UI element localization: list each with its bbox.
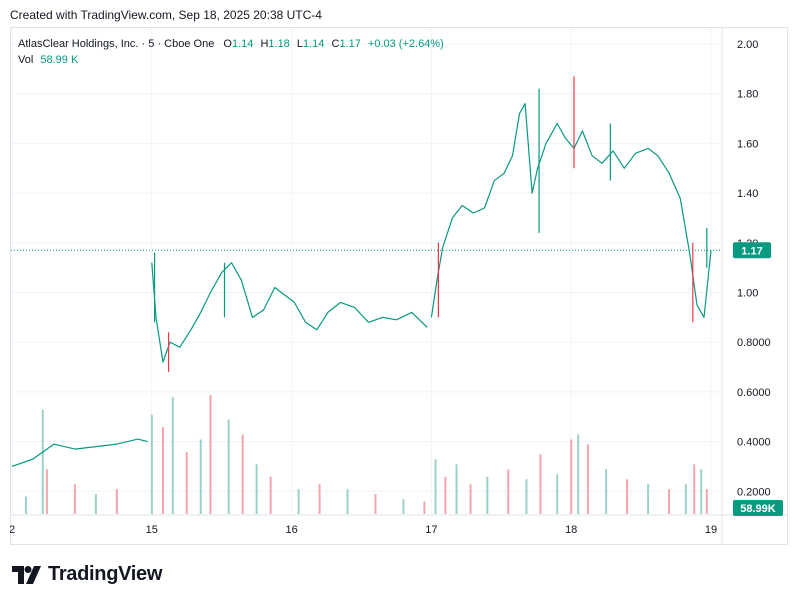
volume-bar bbox=[684, 484, 687, 514]
legend-price-row: AtlasClear Holdings, Inc. · 5 · Cboe One… bbox=[18, 36, 444, 52]
price-series-line bbox=[430, 103, 712, 318]
volume-bar bbox=[374, 494, 377, 514]
volume-bar bbox=[570, 439, 573, 514]
legend-separator: · bbox=[141, 38, 149, 50]
volume-bar bbox=[539, 454, 542, 514]
y-axis-tick-label: 2.00 bbox=[737, 39, 758, 51]
volume-badge bbox=[733, 500, 783, 516]
volume-bar bbox=[605, 469, 608, 514]
x-axis-tick-label: 17 bbox=[425, 524, 437, 536]
high-label: H bbox=[260, 38, 269, 50]
volume-bar bbox=[586, 444, 589, 514]
chart-legend: AtlasClear Holdings, Inc. · 5 · Cboe One… bbox=[18, 36, 444, 68]
volume-bar bbox=[185, 451, 188, 514]
volume-bar bbox=[577, 434, 580, 514]
y-axis-tick-label: 0.8000 bbox=[737, 337, 771, 349]
volume-bar bbox=[161, 427, 164, 514]
volume-label: Vol bbox=[18, 54, 34, 66]
volume-bar bbox=[73, 484, 76, 514]
volume-bar bbox=[241, 434, 244, 514]
legend-volume-row: Vol 58.99 K bbox=[18, 52, 444, 68]
high-value: 1.18 bbox=[268, 38, 290, 50]
volume-bar bbox=[705, 489, 708, 514]
interval[interactable]: 5 bbox=[148, 38, 155, 50]
y-axis-tick-label: 1.80 bbox=[737, 89, 758, 101]
volume-bar bbox=[525, 479, 528, 514]
volume-bar bbox=[469, 484, 472, 514]
open-value: 1.14 bbox=[231, 38, 254, 50]
low-value: 1.14 bbox=[303, 38, 325, 50]
close-label: C bbox=[331, 38, 340, 50]
volume-bar bbox=[297, 489, 300, 514]
volume-bar bbox=[171, 397, 174, 514]
last-price-label: 1.17 bbox=[741, 245, 762, 257]
exchange: Cboe One bbox=[164, 38, 215, 50]
y-axis-tick-label: 1.00 bbox=[737, 288, 758, 300]
volume-bar bbox=[199, 439, 202, 514]
volume-bar bbox=[209, 394, 212, 514]
symbol-name[interactable]: AtlasClear Holdings, Inc. bbox=[18, 38, 139, 50]
volume-badge-label: 58.99K bbox=[740, 503, 776, 515]
volume-bar bbox=[626, 479, 629, 514]
price-series-line bbox=[11, 438, 148, 467]
open-label: O bbox=[223, 38, 232, 50]
last-price-badge bbox=[733, 242, 771, 259]
legend-separator: · bbox=[157, 38, 165, 50]
y-axis-tick-label: 0.6000 bbox=[737, 387, 771, 399]
volume-bar bbox=[434, 459, 437, 514]
created-with-note: Created with TradingView.com, Sep 18, 20… bbox=[10, 8, 322, 22]
volume-bar bbox=[647, 484, 650, 514]
price-series-line bbox=[151, 262, 428, 363]
x-axis-tick-label: 16 bbox=[285, 524, 297, 536]
volume-bar bbox=[45, 469, 48, 514]
volume-bar bbox=[150, 414, 153, 514]
volume-bar bbox=[402, 499, 405, 514]
y-axis-tick-label: 0.2000 bbox=[737, 486, 771, 498]
volume-bar bbox=[318, 484, 321, 514]
volume-bar bbox=[700, 469, 703, 514]
volume-value: 58.99 K bbox=[40, 54, 79, 66]
volume-bar bbox=[668, 489, 671, 514]
x-axis-tick-label: 19 bbox=[705, 524, 717, 536]
x-axis-tick-label: 15 bbox=[146, 524, 158, 536]
volume-bar bbox=[269, 476, 272, 514]
volume-bar bbox=[41, 409, 44, 514]
volume-bar bbox=[507, 469, 510, 514]
x-axis-tick-label: 18 bbox=[565, 524, 577, 536]
tradingview-wordmark: TradingView bbox=[48, 563, 163, 585]
change-value: +0.03 (+2.64%) bbox=[367, 38, 444, 50]
volume-bar bbox=[423, 501, 426, 514]
x-axis-tick-label: 2 bbox=[10, 524, 15, 536]
close-value: 1.17 bbox=[339, 38, 361, 50]
volume-bar bbox=[346, 489, 349, 514]
y-axis-tick-label: 1.40 bbox=[737, 188, 758, 200]
volume-bar bbox=[94, 494, 97, 514]
volume-bar bbox=[227, 419, 230, 514]
volume-bar bbox=[444, 476, 447, 514]
volume-bar bbox=[115, 489, 118, 514]
volume-bar bbox=[255, 464, 258, 514]
volume-bar bbox=[486, 476, 489, 514]
tradingview-logo: TradingView bbox=[12, 563, 162, 586]
volume-bar bbox=[455, 464, 458, 514]
low-label: L bbox=[296, 38, 303, 50]
tradingview-logo-icon bbox=[12, 565, 41, 584]
volume-bar bbox=[556, 474, 559, 514]
y-axis-tick-label: 0.4000 bbox=[737, 437, 771, 449]
y-axis-tick-label: 1.60 bbox=[737, 138, 758, 150]
volume-bar bbox=[24, 496, 27, 514]
volume-bar bbox=[693, 464, 696, 514]
price-chart[interactable]: 2.001.801.601.401.201.000.80000.60000.40… bbox=[10, 27, 788, 545]
chart-frame bbox=[10, 27, 788, 545]
